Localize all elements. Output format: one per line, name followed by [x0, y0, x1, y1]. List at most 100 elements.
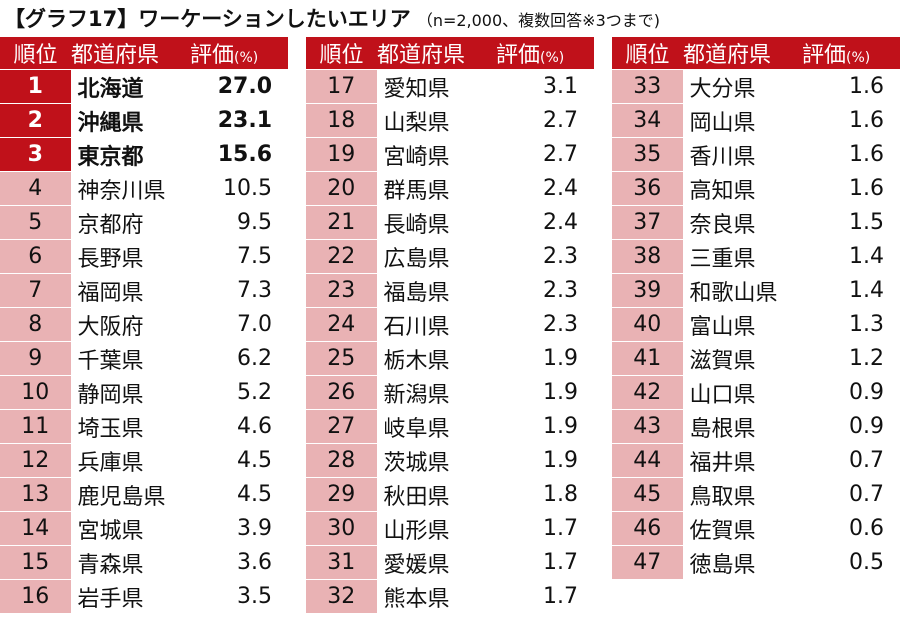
table-row: 4 神奈川県 10.5: [0, 171, 288, 206]
table-row: 21 長崎県 2.4: [306, 205, 594, 240]
table-row: 22 広島県 2.3: [306, 239, 594, 274]
rank-cell: 15: [0, 545, 72, 580]
prefecture-cell: 秋田県: [377, 477, 494, 512]
rank-cell: 35: [612, 137, 684, 172]
value-cell: 7.5: [188, 239, 288, 274]
table-row: 11 埼玉県 4.6: [0, 409, 288, 444]
table-row: 14 宮城県 3.9: [0, 511, 288, 546]
value-cell: 2.4: [494, 171, 594, 206]
table-row: 2 沖縄県 23.1: [0, 103, 288, 138]
table-row: 23 福島県 2.3: [306, 273, 594, 308]
table-row: 17 愛知県 3.1: [306, 69, 594, 104]
rank-cell: 36: [612, 171, 684, 206]
prefecture-cell: 石川県: [377, 307, 494, 342]
value-cell: 1.7: [494, 545, 594, 580]
value-cell: 1.4: [800, 273, 900, 308]
table-row: 8 大阪府 7.0: [0, 307, 288, 342]
prefecture-cell: 群馬県: [377, 171, 494, 206]
ranking-table-1: 順位 都道府県 評価(%) 1 北海道 27.0 2 沖縄県 23.1 3 東京都 15.6 4 神…: [0, 37, 288, 614]
prefecture-cell: 滋賀県: [683, 341, 800, 376]
rank-cell: 6: [0, 239, 72, 274]
value-cell: 3.5: [188, 579, 288, 614]
prefecture-cell: 香川県: [683, 137, 800, 172]
table-row: 32 熊本県 1.7: [306, 579, 594, 614]
prefecture-cell: 岩手県: [71, 579, 188, 614]
prefecture-cell: 富山県: [683, 307, 800, 342]
rank-cell: 5: [0, 205, 72, 240]
prefecture-cell: 長野県: [71, 239, 188, 274]
header-rank: 順位: [306, 37, 377, 70]
rank-cell: 42: [612, 375, 684, 410]
table-row: 16 岩手県 3.5: [0, 579, 288, 614]
value-cell: 0.6: [800, 511, 900, 546]
prefecture-cell: 山口県: [683, 375, 800, 410]
prefecture-cell: 茨城県: [377, 443, 494, 478]
value-cell: 1.6: [800, 103, 900, 138]
prefecture-cell: 山形県: [377, 511, 494, 546]
rank-cell: 21: [306, 205, 378, 240]
table-row: 27 岐阜県 1.9: [306, 409, 594, 444]
prefecture-cell: 鹿児島県: [71, 477, 188, 512]
value-cell: 27.0: [188, 69, 288, 104]
prefecture-cell: 徳島県: [683, 545, 800, 580]
rank-cell: 4: [0, 171, 72, 206]
table-row: 38 三重県 1.4: [612, 239, 900, 274]
table-row: 30 山形県 1.7: [306, 511, 594, 546]
prefecture-cell: 高知県: [683, 171, 800, 206]
value-cell: 23.1: [188, 103, 288, 138]
rank-cell: 43: [612, 409, 684, 444]
value-cell: 9.5: [188, 205, 288, 240]
value-cell: 1.5: [800, 205, 900, 240]
rank-cell: 45: [612, 477, 684, 512]
rank-cell: 3: [0, 137, 72, 172]
rank-cell: 24: [306, 307, 378, 342]
prefecture-cell: 熊本県: [377, 579, 494, 614]
value-cell: 1.9: [494, 409, 594, 444]
table-row: 35 香川県 1.6: [612, 137, 900, 172]
rank-cell: 22: [306, 239, 378, 274]
rank-cell: 46: [612, 511, 684, 546]
chart-title: 【グラフ17】ワーケーションしたいエリア （n=2,000、複数回答※3つまで): [4, 2, 660, 36]
table-row: 44 福井県 0.7: [612, 443, 900, 478]
value-cell: 0.9: [800, 375, 900, 410]
prefecture-cell: 愛知県: [377, 69, 494, 104]
rank-cell: 34: [612, 103, 684, 138]
table-row: 31 愛媛県 1.7: [306, 545, 594, 580]
rank-cell: 26: [306, 375, 378, 410]
table-row: 29 秋田県 1.8: [306, 477, 594, 512]
value-cell: 2.7: [494, 103, 594, 138]
rank-cell: 19: [306, 137, 378, 172]
table-row: 47 徳島県 0.5: [612, 545, 900, 580]
rank-cell: 29: [306, 477, 378, 512]
prefecture-cell: 広島県: [377, 239, 494, 274]
header-value: 評価(%): [800, 37, 900, 70]
prefecture-cell: 奈良県: [683, 205, 800, 240]
value-cell: 7.3: [188, 273, 288, 308]
rank-cell: 28: [306, 443, 378, 478]
rank-cell: 20: [306, 171, 378, 206]
table-header-row: 順位 都道府県 評価(%): [612, 37, 900, 70]
prefecture-cell: 福井県: [683, 443, 800, 478]
table-row: 5 京都府 9.5: [0, 205, 288, 240]
prefecture-cell: 福岡県: [71, 273, 188, 308]
table-row: 36 高知県 1.6: [612, 171, 900, 206]
prefecture-cell: 岐阜県: [377, 409, 494, 444]
value-cell: 0.7: [800, 477, 900, 512]
value-cell: 6.2: [188, 341, 288, 376]
rank-cell: 13: [0, 477, 72, 512]
prefecture-cell: 宮城県: [71, 511, 188, 546]
header-value-label: 評価: [496, 43, 541, 68]
rank-cell: 1: [0, 69, 72, 104]
header-value: 評価(%): [188, 37, 288, 70]
rank-cell: 18: [306, 103, 378, 138]
table-row: 20 群馬県 2.4: [306, 171, 594, 206]
table-row: 26 新潟県 1.9: [306, 375, 594, 410]
table-row: 9 千葉県 6.2: [0, 341, 288, 376]
table-row: 43 島根県 0.9: [612, 409, 900, 444]
value-cell: 0.7: [800, 443, 900, 478]
rank-cell: 33: [612, 69, 684, 104]
table-row: 34 岡山県 1.6: [612, 103, 900, 138]
value-cell: 1.2: [800, 341, 900, 376]
table-row: 15 青森県 3.6: [0, 545, 288, 580]
header-pref: 都道府県: [377, 37, 494, 70]
